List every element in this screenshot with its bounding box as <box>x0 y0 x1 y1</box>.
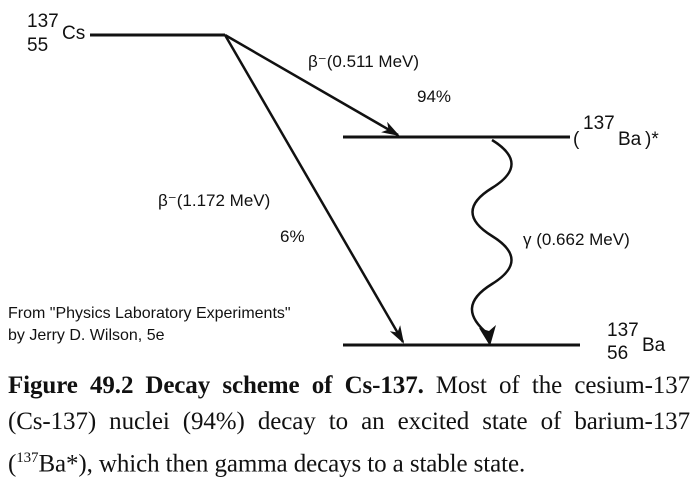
caption-text-b: Ba*), which then gamma decays to a stabl… <box>38 450 526 478</box>
gamma-energy-label: γ (0.662 MeV) <box>523 230 630 249</box>
beta-6-percent-label: 6% <box>280 227 305 246</box>
cs-symbol: Cs <box>62 23 85 44</box>
caption-superscript: 137 <box>16 450 39 466</box>
credit-line-2: by Jerry D. Wilson, 5e <box>8 327 165 344</box>
beta-94-percent-label: 94% <box>417 87 451 106</box>
beta-94-energy-label: β⁻(0.511 MeV) <box>308 52 419 71</box>
ba-ground-symbol: Ba <box>642 335 666 356</box>
figure-label: Figure 49.2 <box>8 372 134 399</box>
ba-ground-atomic-number: 56 <box>607 343 628 364</box>
gamma-arrowhead <box>479 325 496 346</box>
ba-excited-close-star: )* <box>645 129 659 150</box>
beta-arrow-6 <box>223 34 405 344</box>
cs-mass-number: 137 <box>27 11 59 32</box>
cs-atomic-number: 55 <box>27 35 48 56</box>
ba-excited-mass-number: 137 <box>583 113 615 134</box>
ba-excited-open-paren: ( <box>573 129 580 150</box>
figure-title: Decay scheme of Cs-137. <box>145 372 424 399</box>
figure-caption: Figure 49.2 Decay scheme of Cs-137. Most o… <box>8 368 690 482</box>
gamma-wavy-arrow <box>470 138 513 335</box>
credit-line-1: From "Physics Laboratory Experiments" <box>8 305 291 322</box>
beta-arrow-94 <box>224 33 400 137</box>
caption-text-a: Most of the cesium-137 (Cs-137) nuclei (… <box>8 372 690 478</box>
ba-ground-mass-number: 137 <box>607 320 639 341</box>
ba-excited-symbol: Ba <box>618 129 642 150</box>
beta-6-energy-label: β⁻(1.172 MeV) <box>158 191 270 210</box>
